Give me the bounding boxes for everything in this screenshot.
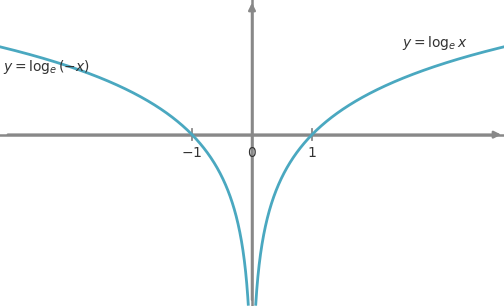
Text: $-1$: $-1$ [181,146,203,160]
Text: $1$: $1$ [307,146,317,160]
Text: $y = \log_e x$: $y = \log_e x$ [402,34,468,52]
Text: $0$: $0$ [247,146,257,160]
Text: $y = \log_e(-x)$: $y = \log_e(-x)$ [3,58,90,76]
